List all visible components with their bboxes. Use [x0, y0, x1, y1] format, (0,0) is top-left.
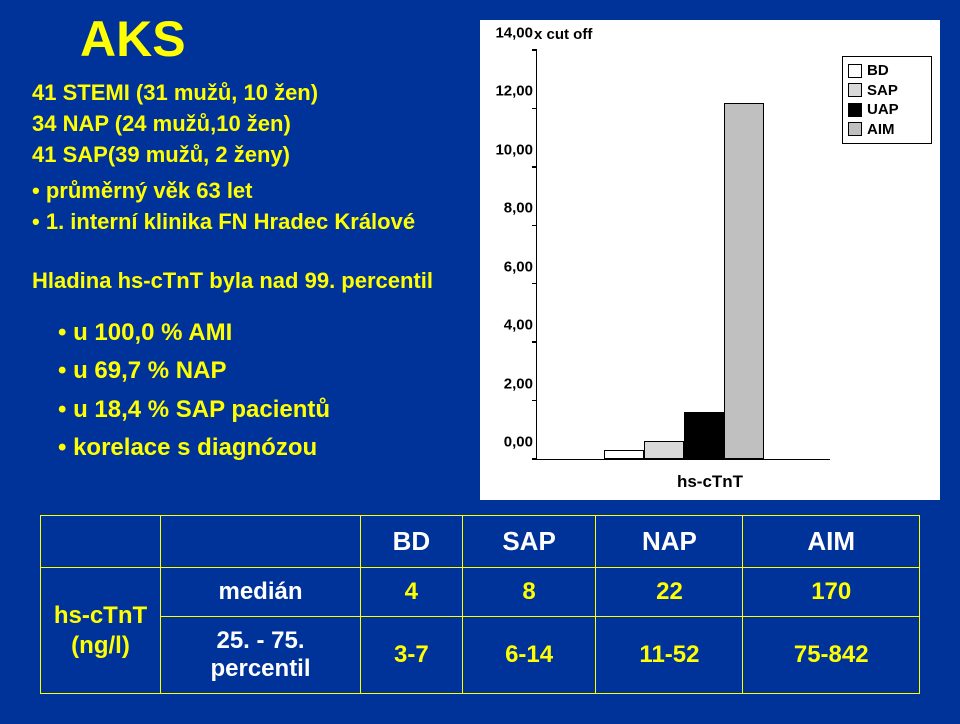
result-nap: u 69,7 % NAP [58, 352, 452, 390]
col-nap: NAP [596, 516, 743, 568]
result-ami: u 100,0 % AMI [58, 314, 452, 352]
legend-label: UAP [867, 100, 899, 120]
cell: 6-14 [462, 617, 596, 694]
bar-sap [644, 441, 684, 459]
results-table: BD SAP NAP AIM hs-cTnT (ng/l) medián 4 8… [40, 515, 920, 694]
cell: 8 [462, 568, 596, 617]
legend-swatch [848, 64, 862, 78]
sap-line: 41 SAP(39 mužů, 2 ženy) [32, 140, 452, 171]
slide-title: AKS [80, 10, 186, 68]
clinic: 1. interní klinika FN Hradec Králové [32, 207, 452, 238]
y-tick-label: 14,00 [487, 25, 533, 42]
col-sap: SAP [462, 516, 596, 568]
bars-container [537, 50, 830, 459]
table-header-row: BD SAP NAP AIM [41, 516, 920, 568]
legend-label: AIM [867, 120, 895, 140]
y-tick-label: 0,00 [487, 434, 533, 451]
x-axis-label: hs-cTnT [480, 472, 940, 492]
legend-swatch [848, 122, 862, 136]
cell: 22 [596, 568, 743, 617]
legend-item: AIM [848, 120, 926, 140]
cell: 3-7 [361, 617, 463, 694]
unit-label: hs-cTnT (ng/l) [41, 568, 161, 694]
plot-area: 0,002,004,006,008,0010,0012,0014,00 [536, 50, 830, 460]
legend-label: SAP [867, 81, 898, 101]
y-tick-label: 8,00 [487, 200, 533, 217]
y-tick-label: 4,00 [487, 317, 533, 334]
bar-bd [604, 450, 644, 459]
avg-age: průměrný věk 63 let [32, 176, 452, 207]
result-corr: korelace s diagnózou [58, 429, 452, 467]
y-tick-label: 10,00 [487, 141, 533, 158]
legend-item: UAP [848, 100, 926, 120]
row-label-median: medián [161, 568, 361, 617]
cell: 4 [361, 568, 463, 617]
legend-label: BD [867, 61, 889, 81]
cell: 11-52 [596, 617, 743, 694]
y-tick-label: 6,00 [487, 258, 533, 275]
bar-aim [724, 103, 764, 459]
table-row: hs-cTnT (ng/l) medián 4 8 22 170 [41, 568, 920, 617]
legend-swatch [848, 83, 862, 97]
y-axis-title: x cut off [534, 26, 592, 43]
results-list: u 100,0 % AMI u 69,7 % NAP u 18,4 % SAP … [32, 314, 452, 468]
cell: 170 [743, 568, 920, 617]
col-bd: BD [361, 516, 463, 568]
text-block: 41 STEMI (31 mužů, 10 žen) 34 NAP (24 mu… [32, 78, 452, 468]
nap-line: 34 NAP (24 mužů,10 žen) [32, 109, 452, 140]
row-label-percentile: 25. - 75. percentil [161, 617, 361, 694]
stemi-line: 41 STEMI (31 mužů, 10 žen) [32, 78, 452, 109]
subheading: Hladina hs-cTnT byla nad 99. percentil [32, 268, 452, 294]
y-tick-label: 2,00 [487, 375, 533, 392]
legend-item: SAP [848, 81, 926, 101]
table-row: 25. - 75. percentil 3-7 6-14 11-52 75-84… [41, 617, 920, 694]
bar-chart: x cut off 0,002,004,006,008,0010,0012,00… [480, 20, 940, 500]
meta-list: průměrný věk 63 let 1. interní klinika F… [32, 176, 452, 238]
y-tick-label: 12,00 [487, 83, 533, 100]
legend: BDSAPUAPAIM [842, 56, 932, 144]
bar-uap [684, 412, 724, 459]
legend-swatch [848, 103, 862, 117]
cell: 75-842 [743, 617, 920, 694]
col-aim: AIM [743, 516, 920, 568]
result-sap: u 18,4 % SAP pacientů [58, 391, 452, 429]
legend-item: BD [848, 61, 926, 81]
